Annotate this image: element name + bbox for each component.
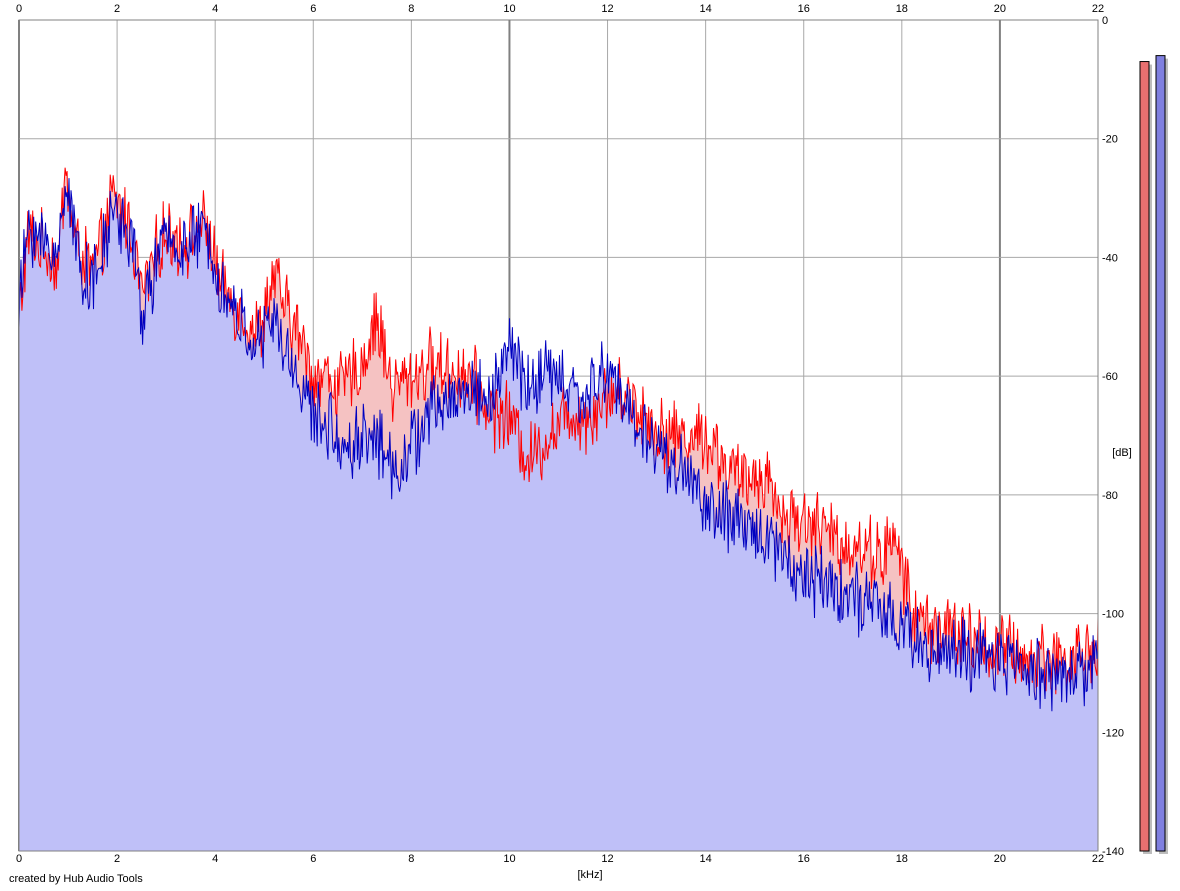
y-tick-label: -100 [1102, 609, 1124, 621]
y-tick-label: -120 [1102, 727, 1124, 739]
x-tick-label: 4 [212, 853, 218, 865]
x-tick-label: 8 [408, 853, 414, 865]
x-tick-label: 2 [114, 853, 120, 865]
x-tick-label-top: 10 [503, 3, 515, 15]
y-tick-label: 0 [1102, 15, 1108, 27]
series-layer [18, 167, 1099, 852]
x-tick-label-top: 22 [1092, 3, 1104, 15]
x-tick-label-top: 8 [408, 3, 414, 15]
blue-level-meter [1155, 55, 1166, 852]
x-tick-label: 22 [1092, 853, 1104, 865]
y-tick-label: -140 [1102, 846, 1124, 858]
x-tick-label: 0 [16, 853, 22, 865]
x-tick-label: 18 [896, 853, 908, 865]
x-tick-label-top: 6 [310, 3, 316, 15]
x-tick-label-top: 4 [212, 3, 218, 15]
level-meters [1139, 55, 1168, 855]
y-tick-label: -60 [1102, 371, 1118, 383]
credit-text: created by Hub Audio Tools [9, 873, 143, 885]
x-tick-label: 14 [700, 853, 712, 865]
blue-series-area [19, 178, 1098, 852]
plot-frame [18, 19, 1099, 852]
x-axis-label: [kHz] [577, 869, 602, 881]
y-tick-label: -40 [1102, 252, 1118, 264]
x-tick-label-top: 0 [16, 3, 22, 15]
x-tick-label: 12 [601, 853, 613, 865]
x-tick-label-top: 16 [798, 3, 810, 15]
y-tick-label: -20 [1102, 134, 1118, 146]
x-tick-label-top: 20 [994, 3, 1006, 15]
y-axis-label: [dB] [1112, 447, 1132, 459]
blue-series-line [18, 178, 1099, 712]
x-tick-label: 16 [798, 853, 810, 865]
x-tick-label: 20 [994, 853, 1006, 865]
red-level-meter [1139, 61, 1150, 852]
y-axis-ticks: 0 -20 -40 -60 -80 -100 -120 -140 [1102, 15, 1124, 858]
x-tick-label-top: 2 [114, 3, 120, 15]
x-tick-label: 6 [310, 853, 316, 865]
x-tick-label-top: 18 [896, 3, 908, 15]
y-tick-label: -80 [1102, 490, 1118, 502]
x-tick-label: 10 [503, 853, 515, 865]
x-tick-label-top: 14 [700, 3, 712, 15]
x-tick-label-top: 12 [601, 3, 613, 15]
